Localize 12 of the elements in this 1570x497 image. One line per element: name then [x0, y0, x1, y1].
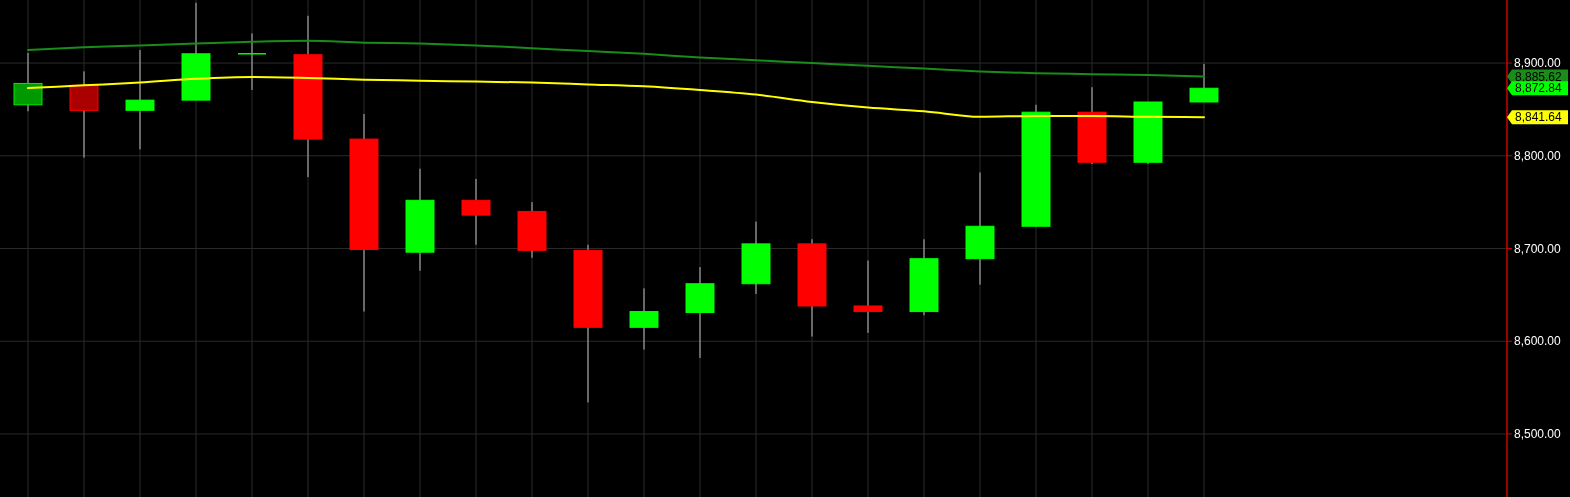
candlestick	[237, 32, 267, 91]
y-tick-label: 8,900.00	[1514, 56, 1562, 71]
line-series	[27, 39, 1205, 78]
text: 8,872.84	[1515, 81, 1563, 96]
text: 8,841.64	[1515, 110, 1563, 125]
y-tick-label: 8,800.00	[1514, 148, 1562, 163]
y-tick-label: 8,600.00	[1514, 334, 1562, 349]
y-tick-label: 8,700.00	[1514, 241, 1562, 256]
candlestick	[125, 49, 155, 150]
y-tick-label: 8,500.00	[1514, 427, 1562, 442]
candlestick	[853, 260, 883, 334]
text: 8,885.62	[1515, 69, 1563, 84]
